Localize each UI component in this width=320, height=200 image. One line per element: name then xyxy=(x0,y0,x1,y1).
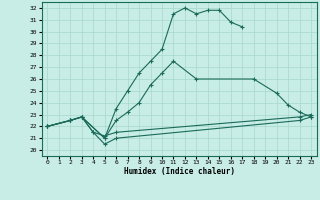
X-axis label: Humidex (Indice chaleur): Humidex (Indice chaleur) xyxy=(124,167,235,176)
